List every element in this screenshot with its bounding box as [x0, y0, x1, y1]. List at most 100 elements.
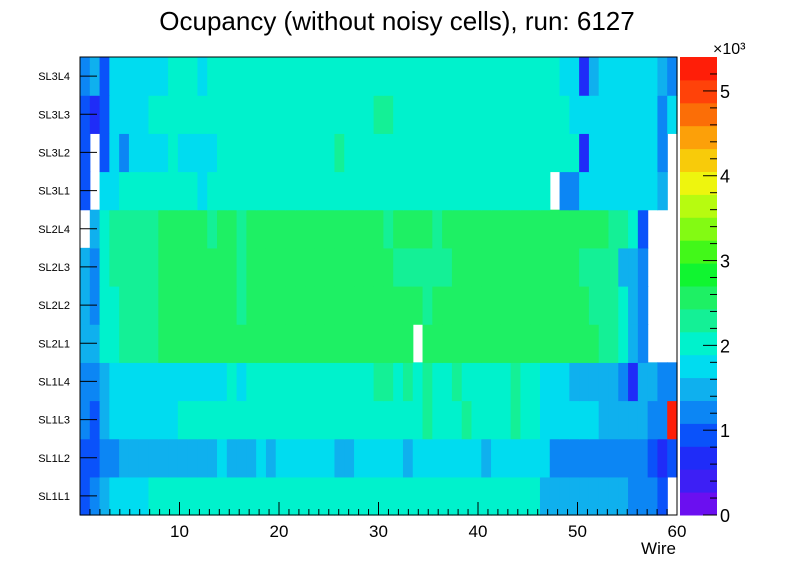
heatmap-cell [187, 247, 199, 287]
heatmap-cell [637, 362, 649, 402]
heatmap-cell [491, 438, 502, 478]
heatmap-cell [530, 324, 541, 363]
heatmap-cell [412, 438, 424, 478]
heatmap-cell [226, 476, 238, 516]
heatmap-cell [667, 362, 678, 402]
heatmap-cell [539, 362, 551, 402]
color-scale-tick-label: 2 [720, 336, 730, 356]
heatmap-cell [618, 286, 629, 325]
heatmap-cell [236, 324, 247, 363]
heatmap-cell [256, 247, 267, 287]
color-scale-segment [680, 354, 717, 379]
heatmap-cell [285, 95, 296, 134]
heatmap-cell [217, 324, 228, 363]
heatmap-cell [256, 362, 267, 402]
heatmap-cell [295, 476, 306, 516]
heatmap-cell [412, 133, 424, 173]
heatmap-cell [207, 209, 218, 249]
heatmap-cell [275, 438, 287, 478]
heatmap-cell [217, 133, 228, 173]
heatmap-cell [99, 247, 110, 287]
color-scale-segment [680, 423, 717, 447]
heatmap-cell [442, 209, 453, 249]
heatmap-cell [628, 57, 639, 96]
heatmap-cell [471, 324, 482, 363]
heatmap-cell [647, 400, 659, 440]
heatmap-cell [109, 324, 120, 363]
heatmap-cell [510, 362, 522, 402]
heatmap-cell [226, 362, 238, 402]
heatmap-cell [608, 324, 619, 363]
heatmap-cell [275, 286, 287, 325]
heatmap-cell [158, 362, 169, 402]
y-tick-label: SL2L2 [38, 300, 70, 312]
heatmap-cell [569, 438, 580, 478]
heatmap-cell [442, 476, 453, 516]
heatmap-cell [657, 95, 668, 134]
color-scale-segment [680, 102, 717, 127]
heatmap-cell [148, 476, 159, 516]
heatmap-cell [217, 57, 228, 96]
heatmap-cell [148, 438, 159, 478]
heatmap-cell [657, 171, 668, 211]
heatmap-cell [637, 133, 649, 173]
heatmap-cell [207, 324, 218, 363]
heatmap-cell [373, 400, 384, 440]
heatmap-cell [442, 171, 453, 211]
heatmap-cell [275, 209, 287, 249]
heatmap-cell [461, 324, 473, 363]
heatmap-cell [324, 209, 336, 249]
heatmap-cell [236, 133, 247, 173]
heatmap-cell [422, 362, 433, 402]
color-scale-tick-label: 1 [720, 421, 730, 441]
heatmap-cell [354, 209, 365, 249]
heatmap-cell [256, 400, 267, 440]
heatmap-cell [217, 95, 228, 134]
heatmap-cell [314, 57, 326, 96]
heatmap-cell [373, 57, 384, 96]
heatmap-cell [628, 95, 639, 134]
heatmap-cell [246, 133, 257, 173]
heatmap-cell [158, 438, 169, 478]
heatmap-cell [383, 247, 394, 287]
heatmap-cell [138, 95, 150, 134]
heatmap-cell [236, 209, 247, 249]
heatmap-cell [549, 286, 561, 325]
heatmap-cell [324, 57, 336, 96]
heatmap-cell [265, 209, 277, 249]
heatmap-cell [647, 171, 659, 211]
heatmap-cell [412, 286, 424, 325]
heatmap-cell [187, 95, 199, 134]
heatmap-cell [422, 286, 433, 325]
heatmap-cell [217, 286, 228, 325]
heatmap-cell [246, 362, 257, 402]
heatmap-cell [168, 95, 179, 134]
heatmap-cell [442, 57, 453, 96]
heatmap-cell [119, 133, 130, 173]
x-tick-label: 60 [668, 522, 687, 541]
heatmap-cell [197, 171, 208, 211]
color-scale: 0 1 2 3 4 5 [680, 57, 730, 526]
heatmap-cell [363, 286, 375, 325]
heatmap-cell [598, 324, 610, 363]
color-scale-segment [680, 148, 717, 172]
heatmap-cell [363, 95, 375, 134]
heatmap-cell [481, 476, 492, 516]
heatmap-cell [598, 400, 610, 440]
heatmap-cell [530, 400, 541, 440]
heatmap-cell [354, 57, 365, 96]
heatmap-cell [236, 95, 247, 134]
heatmap-cell [285, 400, 296, 440]
heatmap-cell [520, 400, 531, 440]
heatmap-cell [226, 209, 238, 249]
heatmap-cell [393, 247, 404, 287]
heatmap-cell [128, 400, 140, 440]
heatmap-cell [569, 476, 580, 516]
heatmap-cell [657, 400, 668, 440]
heatmap-cell [588, 133, 600, 173]
heatmap-cell [305, 133, 316, 173]
heatmap-cell [569, 95, 580, 134]
heatmap-cell [559, 209, 570, 249]
heatmap-cell [207, 247, 218, 287]
heatmap-cell [412, 95, 424, 134]
